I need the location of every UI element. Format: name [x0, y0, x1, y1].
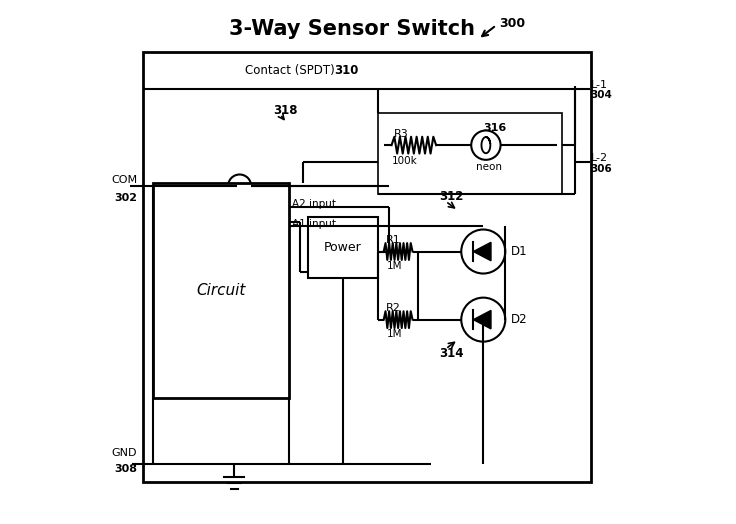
Text: 3-Way Sensor Switch: 3-Way Sensor Switch [230, 19, 475, 39]
Text: 300: 300 [499, 17, 525, 30]
Text: R1: R1 [386, 235, 401, 245]
FancyBboxPatch shape [308, 217, 378, 278]
Text: 312: 312 [439, 190, 463, 203]
Text: 306: 306 [591, 163, 612, 174]
Text: A2 input: A2 input [292, 199, 336, 210]
Text: L-2: L-2 [591, 153, 608, 163]
Text: 314: 314 [439, 347, 463, 360]
Text: L-1: L-1 [591, 80, 608, 90]
Text: 308: 308 [114, 464, 137, 474]
Text: 318: 318 [274, 104, 298, 116]
Text: neon: neon [476, 162, 503, 172]
FancyBboxPatch shape [143, 52, 591, 482]
Text: R2: R2 [386, 303, 401, 313]
FancyBboxPatch shape [153, 183, 289, 398]
Text: Power: Power [325, 241, 362, 254]
Text: 316: 316 [484, 123, 506, 134]
Text: 302: 302 [114, 192, 137, 203]
Text: GND: GND [111, 448, 137, 458]
Text: Circuit: Circuit [197, 283, 246, 298]
Text: 1M: 1M [386, 329, 402, 340]
FancyBboxPatch shape [378, 113, 562, 194]
Text: D1: D1 [511, 245, 527, 258]
Text: 100k: 100k [392, 156, 417, 166]
Text: R3: R3 [394, 128, 409, 139]
Text: A1 input: A1 input [292, 219, 336, 229]
Text: 1M: 1M [386, 261, 402, 271]
Polygon shape [473, 310, 491, 329]
Text: 304: 304 [591, 90, 612, 101]
Polygon shape [473, 242, 491, 261]
Text: D2: D2 [511, 313, 527, 326]
Text: Contact (SPDT): Contact (SPDT) [245, 64, 335, 77]
Text: 310: 310 [334, 64, 358, 77]
Text: COM: COM [111, 174, 138, 185]
